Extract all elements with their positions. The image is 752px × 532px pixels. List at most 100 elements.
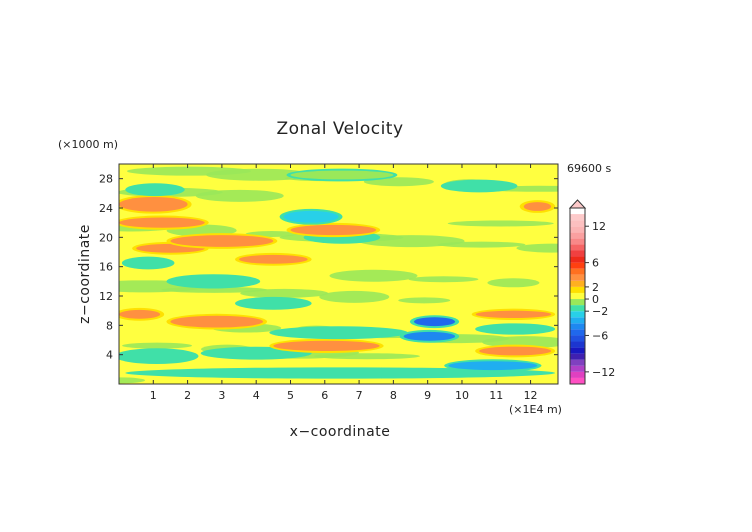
colorbar-swatch <box>570 311 585 318</box>
x-axis-title: x−coordinate <box>290 424 391 440</box>
field-patch <box>195 189 284 202</box>
x-tick-label: 8 <box>390 389 397 402</box>
x-tick-label: 3 <box>218 389 225 402</box>
x-tick-label: 4 <box>253 389 260 402</box>
time-label: 69600 s <box>567 162 611 175</box>
y-tick-label: 12 <box>99 290 113 303</box>
y-unit-label: (×1000 m) <box>58 138 118 151</box>
y-tick-label: 16 <box>99 261 113 274</box>
velocity-band <box>239 298 308 308</box>
velocity-band <box>413 317 456 327</box>
colorbar-swatch <box>570 329 585 336</box>
x-axis: 1 2 3 4 5 6 7 8 9 10 11 12 <box>150 164 538 402</box>
colorbar-swatch <box>570 238 585 245</box>
field-patch <box>358 235 465 248</box>
field-patch <box>408 276 479 283</box>
colorbar-swatch <box>570 359 585 366</box>
field-patch <box>398 297 451 304</box>
velocity-band <box>290 224 377 236</box>
x-tick-label: 5 <box>287 389 294 402</box>
colorbar-swatch <box>570 214 585 221</box>
field-patch <box>122 342 193 349</box>
x-tick-label: 9 <box>424 389 431 402</box>
plot-frame <box>118 163 559 385</box>
velocity-band <box>290 170 394 180</box>
field-patch <box>329 269 418 282</box>
x-tick-label: 6 <box>321 389 328 402</box>
colorbar-swatch <box>570 274 585 281</box>
field-patch <box>319 290 390 303</box>
velocity-band <box>403 331 456 341</box>
colorbar-tick-label: −2 <box>592 305 608 318</box>
colorbar-swatch <box>570 353 585 360</box>
velocity-band <box>448 361 538 371</box>
x-tick-label: 10 <box>455 389 469 402</box>
chart-title: Zonal Velocity <box>276 119 403 139</box>
colorbar-swatch <box>570 305 585 312</box>
colorbar: 12 6 20−2 −6 −12 <box>568 199 615 385</box>
x-tick-label: 11 <box>489 389 503 402</box>
velocity-band <box>479 325 552 333</box>
velocity-band <box>119 197 188 212</box>
colorbar-swatch <box>570 262 585 269</box>
colorbar-swatch <box>570 244 585 251</box>
colorbar-swatch <box>570 280 585 287</box>
y-axis: 4 8 12 16 20 24 28 <box>99 173 558 362</box>
x-unit-label: (×1E4 m) <box>509 403 562 416</box>
colorbar-swatch <box>570 220 585 227</box>
velocity-band <box>273 340 380 351</box>
field-patch <box>516 243 558 253</box>
velocity-band <box>523 202 552 211</box>
colorbar-tick-label: 6 <box>592 257 599 270</box>
velocity-band <box>204 348 308 358</box>
colorbar-swatch <box>570 299 585 306</box>
field-patch <box>313 353 420 360</box>
velocity-band <box>239 254 308 264</box>
velocity-band <box>273 328 404 338</box>
colorbar-swatch <box>570 341 585 348</box>
colorbar-swatch <box>570 317 585 324</box>
colorbar-swatch <box>570 365 585 372</box>
colorbar-tick-label: 0 <box>592 293 599 306</box>
velocity-band <box>170 276 257 287</box>
y-axis-title: z−coordinate <box>77 224 93 324</box>
y-tick-label: 20 <box>99 231 113 244</box>
colorbar-swatch <box>570 256 585 263</box>
colorbar-swatch <box>570 371 585 378</box>
field-patch <box>437 241 526 248</box>
field-patch <box>240 288 329 298</box>
colorbar-swatch <box>570 286 585 293</box>
y-tick-label: 24 <box>99 202 113 215</box>
velocity-band <box>125 258 171 268</box>
colorbar-tick-label: −6 <box>592 329 608 342</box>
colorbar-swatch <box>570 250 585 257</box>
field-patch <box>205 168 312 181</box>
velocity-band <box>129 185 181 195</box>
colorbar-swatch <box>570 232 585 239</box>
colorbar-overflow-arrow <box>568 199 587 209</box>
colorbar-swatch <box>570 377 585 384</box>
field-patch <box>119 377 145 384</box>
velocity-band <box>479 346 552 356</box>
velocity-field <box>119 164 558 384</box>
velocity-band <box>119 350 195 362</box>
field-patch <box>487 278 540 288</box>
field-patch <box>161 286 268 293</box>
colorbar-tick-label: 2 <box>592 281 599 294</box>
y-tick-label: 28 <box>99 173 113 186</box>
velocity-band <box>129 369 552 377</box>
colorbar-tick-label: 12 <box>592 220 606 233</box>
y-tick-label: 8 <box>106 319 113 332</box>
colorbar-tick-label: −12 <box>592 366 615 379</box>
velocity-band <box>444 181 514 191</box>
x-tick-label: 2 <box>184 389 191 402</box>
colorbar-swatch <box>570 335 585 342</box>
y-tick-label: 4 <box>106 349 113 362</box>
colorbar-swatch <box>570 226 585 233</box>
x-tick-label: 7 <box>356 389 363 402</box>
velocity-band <box>283 210 339 223</box>
x-tick-label: 12 <box>524 389 538 402</box>
colorbar-swatch <box>570 323 585 330</box>
velocity-band <box>119 309 161 319</box>
colorbar-swatch <box>570 268 585 275</box>
